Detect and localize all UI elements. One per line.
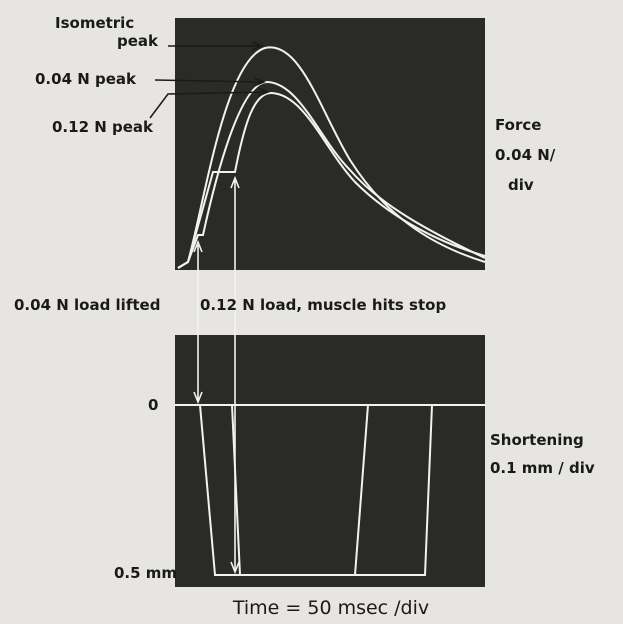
- trace-04: [177, 80, 486, 269]
- zero-label: 0: [148, 396, 158, 414]
- force-axis-label: Force: [495, 116, 541, 134]
- shortening-axis-label: 0.1 mm / div: [490, 459, 595, 477]
- shortening-12: [231, 404, 433, 576]
- force-axis-label: div: [508, 176, 534, 194]
- force-axis-label: 0.04 N/: [495, 146, 556, 164]
- isometric-pointer: [168, 41, 265, 51]
- peak-12-label: 0.12 N peak: [52, 118, 154, 136]
- event-label: 0.12 N load, muscle hits stop: [200, 296, 446, 314]
- event-label: 0.04 N load lifted: [14, 296, 160, 314]
- isometric-label: peak: [117, 32, 159, 50]
- trace-12: [177, 91, 486, 269]
- event-arrow-04: [193, 239, 203, 405]
- max-label: 0.5 mm: [114, 564, 177, 582]
- time-label: Time = 50 msec /div: [232, 597, 429, 619]
- event-arrow-12: [230, 175, 240, 575]
- peak-12-pointer: [149, 87, 271, 119]
- isometric-label: Isometric: [55, 14, 134, 32]
- shortening-screen: [175, 335, 485, 587]
- shortening-axis-label: Shortening: [490, 431, 584, 449]
- peak-04-pointer: [154, 77, 267, 87]
- peak-04-label: 0.04 N peak: [35, 70, 137, 88]
